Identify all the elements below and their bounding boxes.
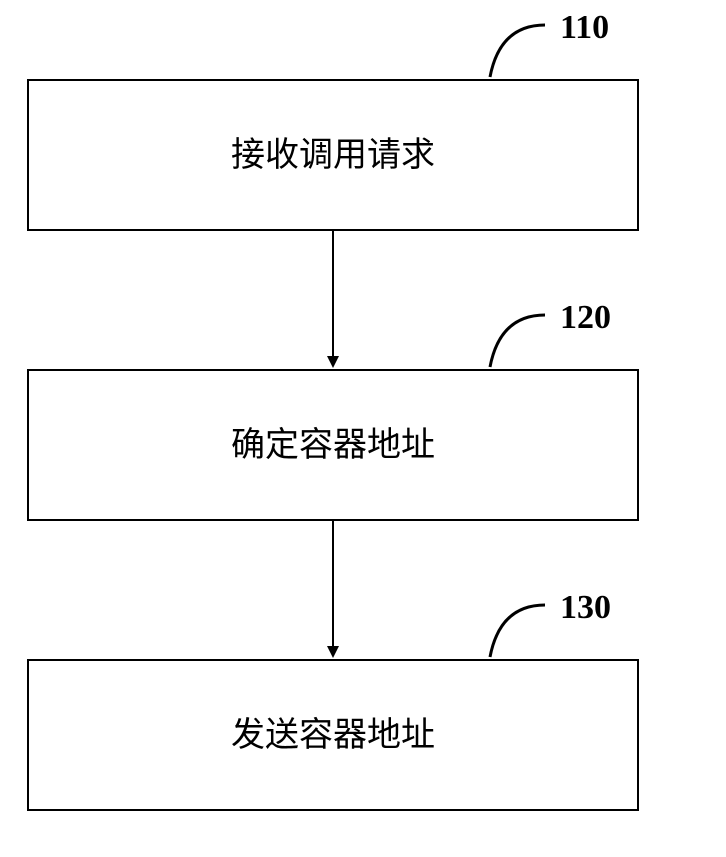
node-number: 120 xyxy=(560,299,611,336)
flow-node-1: 接收调用请求 110 xyxy=(28,9,638,230)
callout-arc xyxy=(490,25,545,77)
node-label: 发送容器地址 xyxy=(231,716,435,754)
node-number: 110 xyxy=(560,9,609,46)
callout-arc xyxy=(490,315,545,367)
node-label: 接收调用请求 xyxy=(231,136,435,174)
node-label: 确定容器地址 xyxy=(231,426,435,464)
callout-arc xyxy=(490,605,545,657)
flowchart-canvas: 接收调用请求 110 确定容器地址 120 发送容器地址 130 xyxy=(0,0,726,857)
node-number: 130 xyxy=(560,589,611,626)
